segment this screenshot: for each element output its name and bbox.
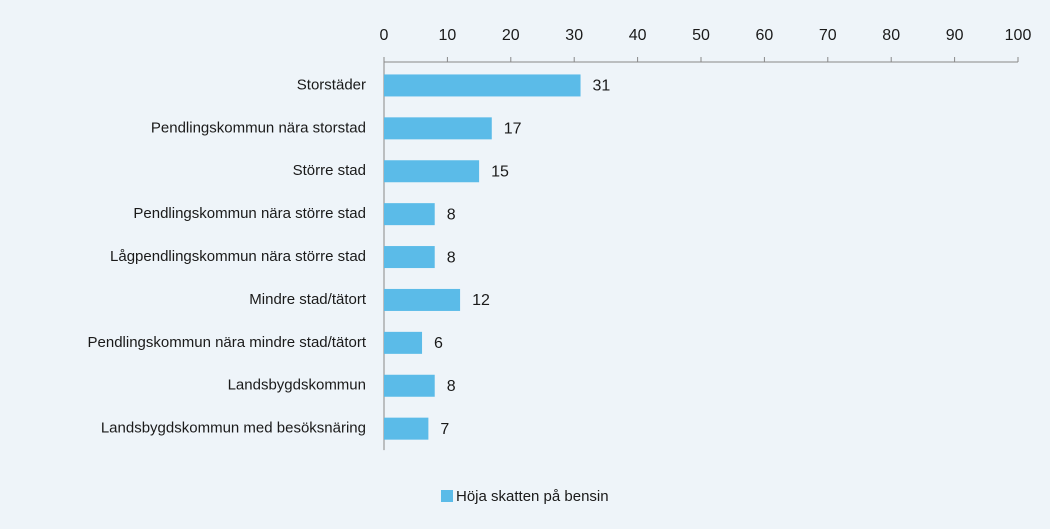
legend-label: Höja skatten på bensin [456, 488, 609, 505]
data-label: 12 [472, 292, 490, 309]
x-tick-label: 90 [946, 27, 964, 44]
legend-swatch [441, 490, 453, 502]
data-label: 8 [447, 206, 456, 223]
x-tick-label: 20 [502, 27, 520, 44]
x-tick-label: 100 [1005, 27, 1032, 44]
bar [384, 246, 435, 269]
y-tick-label: Landsbygdskommun [228, 377, 366, 394]
y-tick-label: Pendlingskommun nära storstad [151, 119, 366, 136]
y-tick-label: Större stad [293, 162, 366, 179]
bar [384, 160, 480, 183]
x-tick-label: 0 [380, 27, 389, 44]
bar [384, 203, 435, 226]
data-label: 8 [447, 378, 456, 395]
bar [384, 288, 461, 311]
y-tick-label: Landsbygdskommun med besöksnäring [101, 420, 366, 437]
bar [384, 374, 435, 397]
y-tick-label: Storstäder [297, 76, 366, 93]
x-tick-label: 50 [692, 27, 710, 44]
y-tick-label: Mindre stad/tätort [249, 291, 367, 308]
data-label: 8 [447, 249, 456, 266]
bar [384, 117, 492, 140]
x-tick-label: 30 [565, 27, 583, 44]
x-tick-label: 80 [882, 27, 900, 44]
bar [384, 331, 423, 354]
bar [384, 74, 581, 97]
y-tick-label: Lågpendlingskommun nära större stad [110, 248, 366, 265]
data-label: 7 [440, 421, 449, 438]
x-tick-label: 40 [629, 27, 647, 44]
data-label: 6 [434, 335, 443, 352]
x-tick-label: 60 [756, 27, 774, 44]
x-tick-label: 10 [439, 27, 457, 44]
bar [384, 417, 429, 440]
data-label: 17 [504, 121, 522, 138]
data-label: 15 [491, 163, 509, 180]
y-tick-label: Pendlingskommun nära mindre stad/tätort [88, 334, 367, 351]
x-tick-label: 70 [819, 27, 837, 44]
y-tick-label: Pendlingskommun nära större stad [133, 205, 366, 222]
data-label: 31 [593, 78, 611, 95]
